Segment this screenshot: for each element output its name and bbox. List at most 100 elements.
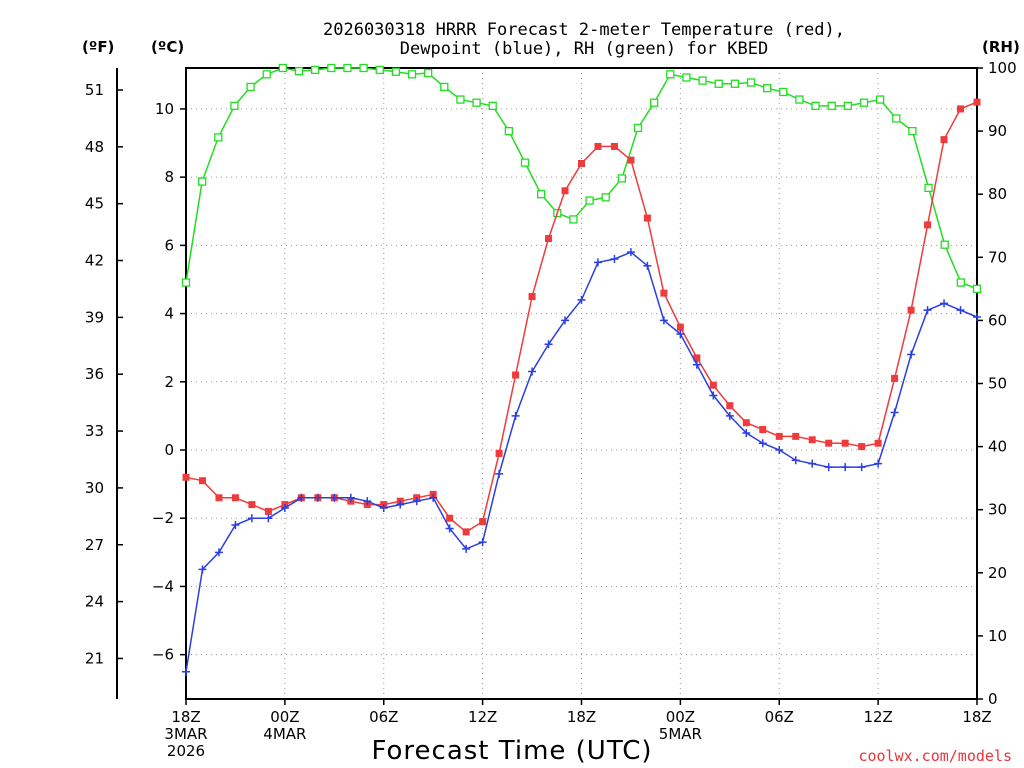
rh-point — [359, 63, 368, 73]
temperature-point — [528, 293, 536, 301]
temperature-point — [808, 436, 816, 444]
dewpoint-point — [973, 312, 981, 321]
dewpoint-point — [758, 439, 767, 448]
chart-title-line1: 2026030318 HRRR Forecast 2-meter Tempera… — [323, 20, 845, 40]
rh-tick-label: 80 — [988, 185, 1007, 203]
temperature-point — [610, 142, 618, 150]
temperature-point — [676, 323, 684, 331]
x-tick-label: 06Z — [369, 708, 398, 726]
celsius-tick-label: 10 — [155, 100, 174, 118]
rh-tick-label: 10 — [988, 627, 1007, 645]
fahrenheit-tick-label: 36 — [85, 365, 104, 383]
temperature-point — [446, 514, 454, 522]
dewpoint-point — [692, 360, 701, 369]
fahrenheit-tick-label: 21 — [85, 649, 104, 667]
rh-point — [633, 123, 643, 133]
fahrenheit-tick-label: 48 — [85, 138, 104, 156]
celsius-tick-label: −6 — [152, 646, 174, 664]
chart-title-line2: Dewpoint (blue), RH (green) for KBED — [400, 39, 768, 59]
x-tick-label: 4MAR — [263, 725, 306, 743]
temperature-point — [957, 105, 965, 113]
temperature-point — [182, 473, 190, 481]
rh-tick-label: 20 — [988, 564, 1007, 582]
dewpoint-point — [659, 316, 668, 325]
temperature-point — [693, 354, 701, 362]
dewpoint-point — [824, 463, 833, 472]
dewpoint-point — [478, 538, 487, 547]
grid-lines — [186, 68, 977, 699]
dewpoint-point — [791, 456, 800, 465]
temperature-point — [874, 439, 882, 447]
x-tick-label: 18Z — [962, 708, 991, 726]
rh-point — [924, 183, 933, 193]
dewpoint-point — [593, 258, 602, 267]
rh-point — [310, 65, 320, 75]
rh-point — [520, 158, 530, 167]
fahrenheit-tick-label: 33 — [85, 422, 104, 440]
fahrenheit-tick-label: 45 — [85, 195, 104, 213]
dewpoint-point — [923, 306, 932, 315]
dewpoint-point — [956, 306, 965, 315]
rh-tick-label: 70 — [988, 248, 1007, 266]
rh-point — [488, 101, 497, 111]
temperature-point — [924, 221, 932, 229]
credit-label: coolwx.com/models — [858, 747, 1012, 765]
rh-tick-label: 60 — [988, 311, 1007, 329]
dewpoint-point — [775, 446, 784, 455]
rh-unit-label: (RH) — [982, 38, 1020, 56]
rh-point — [956, 278, 966, 287]
dewpoint-point — [709, 391, 718, 400]
rh-point — [601, 193, 610, 202]
temperature-point — [545, 235, 553, 243]
temperature-point — [841, 439, 849, 447]
celsius-tick-label: 8 — [164, 168, 174, 186]
rh-point — [714, 79, 723, 88]
x-tick-label: 18Z — [171, 708, 200, 726]
rh-tick-label: 40 — [988, 438, 1007, 456]
temperature-point — [973, 98, 981, 106]
dewpoint-point — [940, 299, 949, 308]
temperature-point — [462, 528, 470, 536]
rh-point — [811, 101, 820, 111]
rh-point — [859, 98, 869, 107]
dewpoint-point — [561, 316, 570, 325]
rh-point — [504, 126, 514, 136]
dewpoint-point — [577, 295, 586, 304]
rh-point — [294, 67, 304, 76]
temperature-point — [643, 214, 651, 222]
dewpoint-point — [313, 493, 322, 502]
dewpoint-point — [857, 463, 866, 472]
x-tick-label: 3MAR — [164, 725, 207, 743]
dewpoint-point — [610, 255, 619, 264]
dewpoint-point — [511, 411, 520, 420]
rh-point — [214, 133, 223, 142]
rh-tick-label: 30 — [988, 501, 1007, 519]
temperature-point — [215, 494, 223, 502]
dewpoint-point — [214, 548, 223, 557]
rh-point — [472, 98, 481, 107]
rh-point — [617, 174, 627, 183]
dewpoint-point — [247, 514, 256, 523]
dewpoint-point — [297, 493, 306, 502]
rh-point — [908, 126, 917, 136]
dewpoint-point — [676, 330, 685, 339]
temperature-point — [759, 426, 767, 434]
rh-point — [230, 101, 239, 111]
temperature-point — [578, 160, 585, 168]
dewpoint-point — [363, 497, 372, 506]
dewpoint-point — [264, 514, 273, 523]
rh-point — [762, 84, 772, 93]
temperature-point — [660, 289, 668, 297]
rh-tick-label: 90 — [988, 122, 1007, 140]
dewpoint-point — [231, 521, 240, 530]
rh-point — [698, 76, 707, 85]
x-tick-label: 12Z — [468, 708, 497, 726]
x-axis-title: Forecast Time (UTC) — [371, 736, 652, 766]
temperature-point — [231, 494, 239, 502]
rh-point — [843, 101, 853, 111]
temperature-point — [627, 156, 635, 164]
rh-point — [649, 98, 659, 107]
rh-point — [795, 95, 804, 104]
dewpoint-point — [182, 667, 190, 676]
temperature-point — [792, 432, 800, 440]
